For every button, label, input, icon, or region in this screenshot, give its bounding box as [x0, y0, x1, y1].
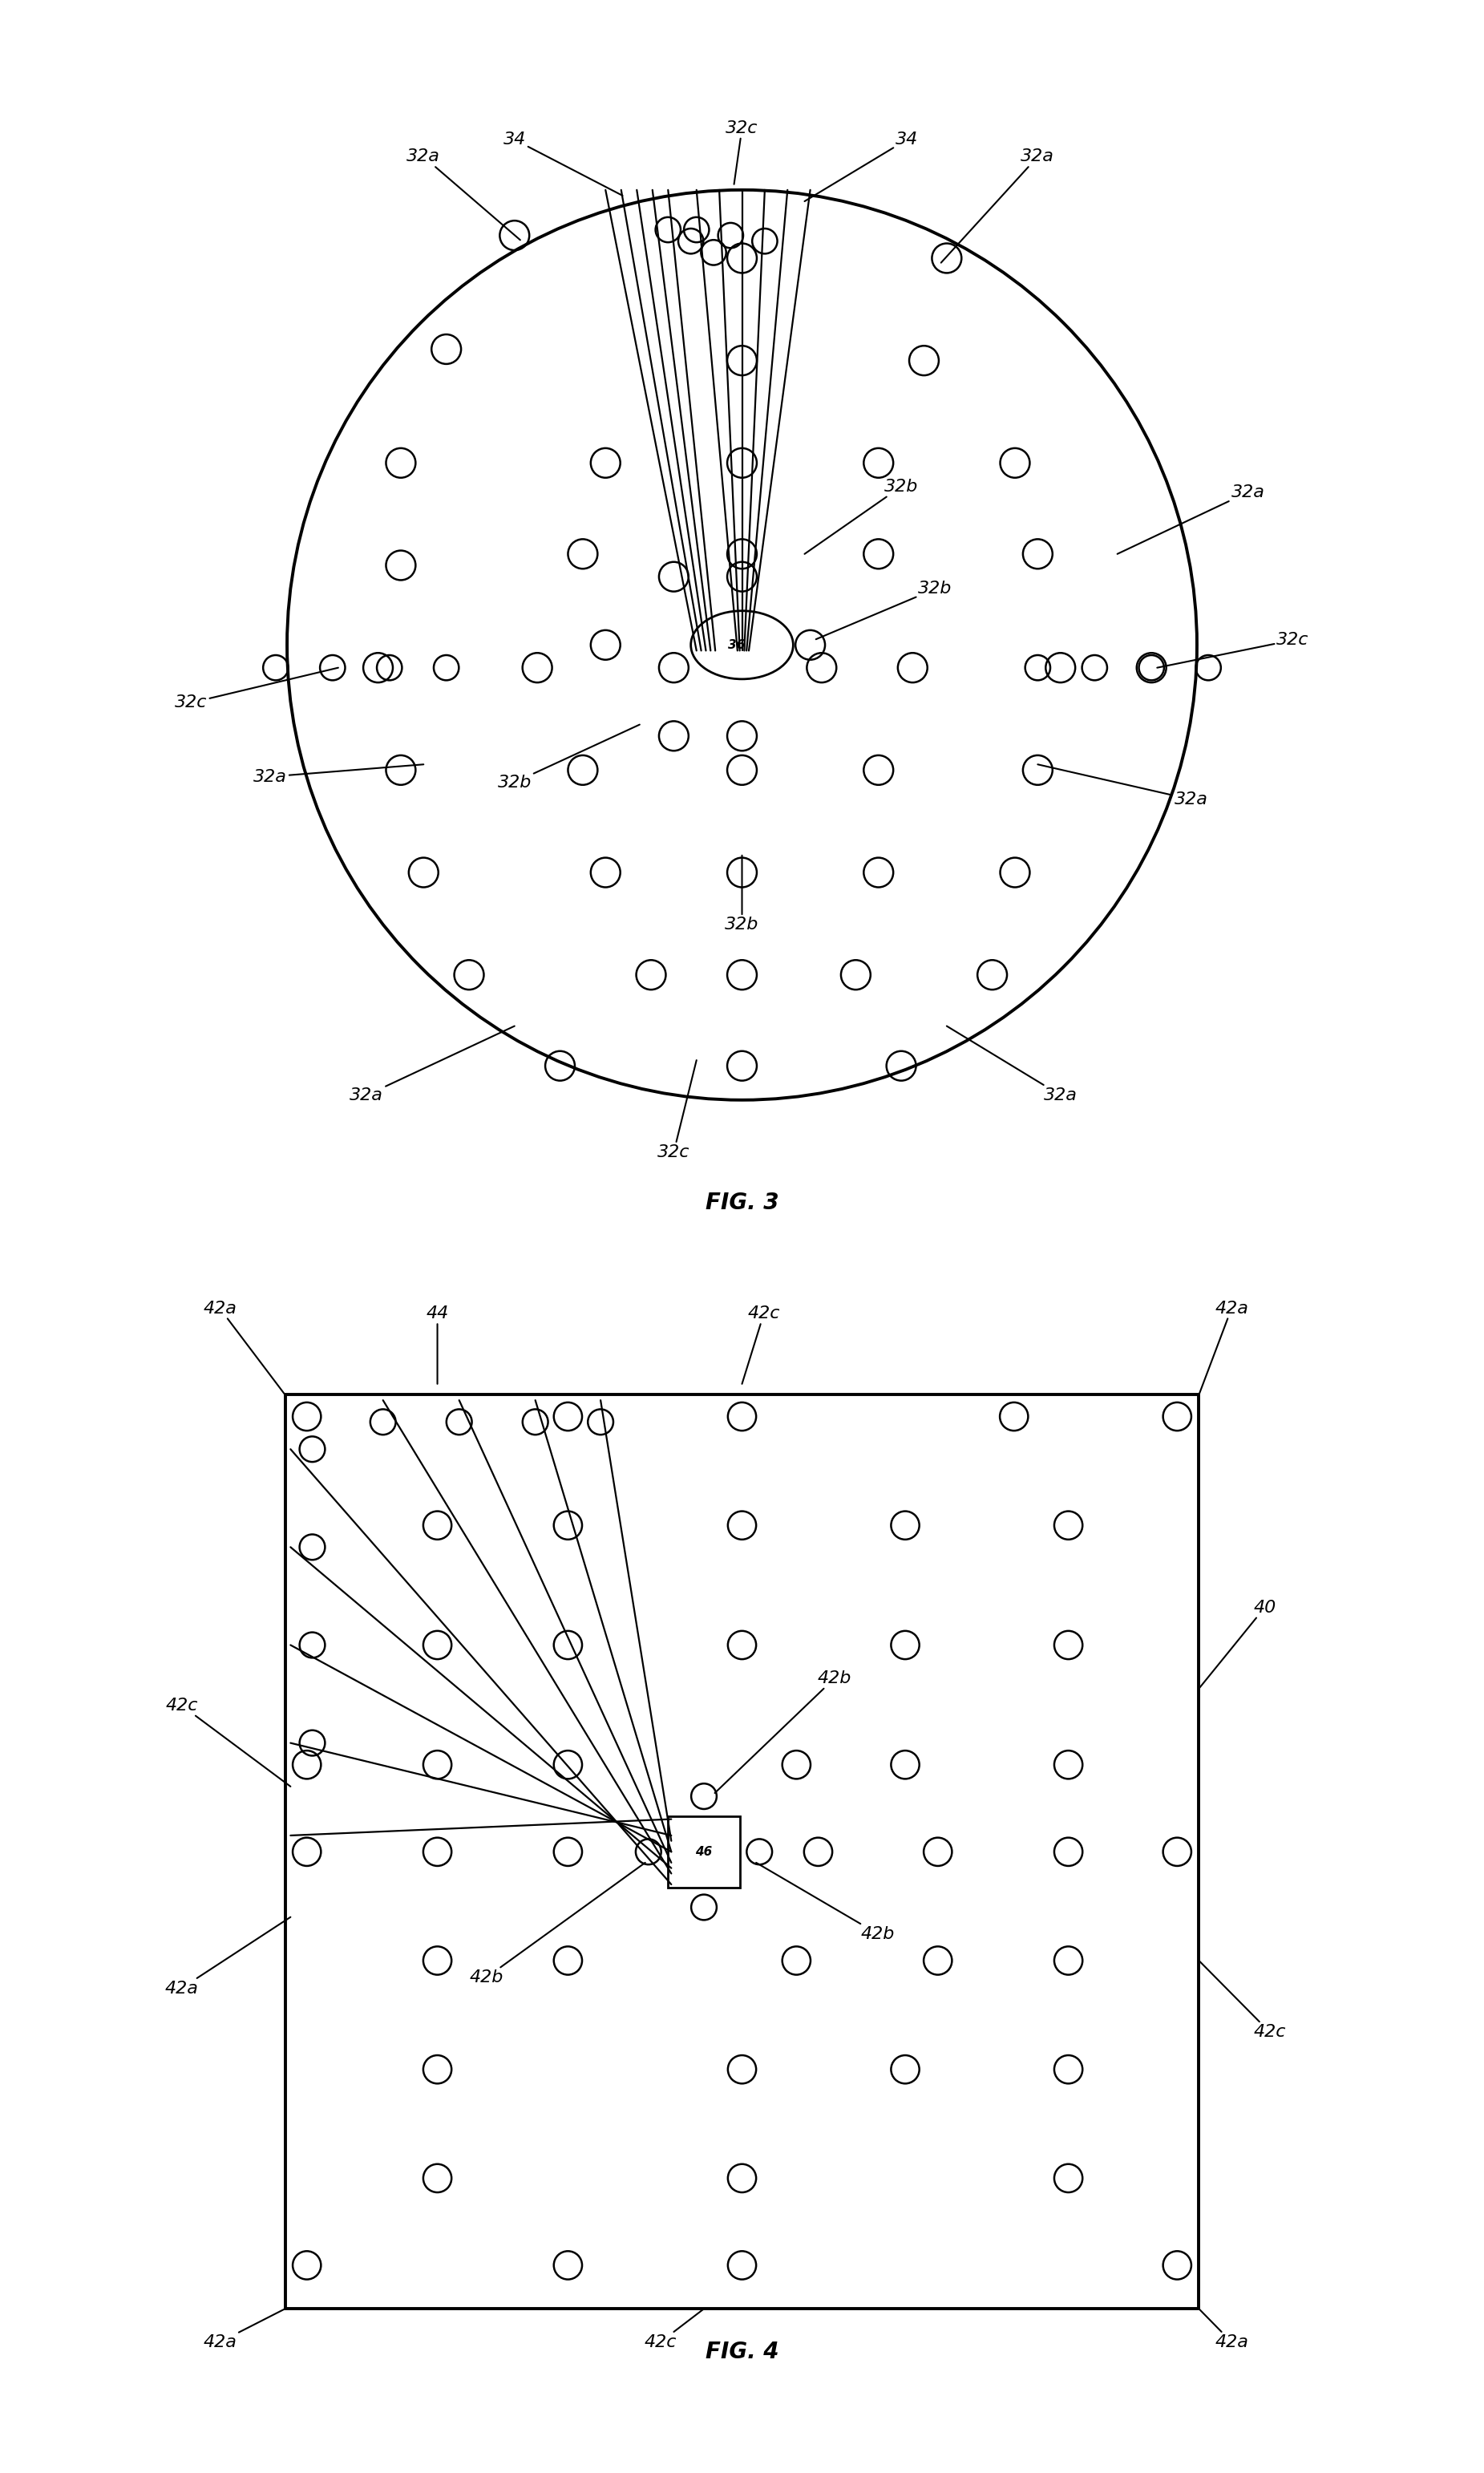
- Text: 42b: 42b: [715, 1669, 852, 1793]
- Text: 36: 36: [727, 638, 745, 650]
- Text: 42c: 42c: [644, 2310, 703, 2349]
- Text: 32a: 32a: [941, 148, 1055, 262]
- Text: 32a: 32a: [350, 1026, 515, 1103]
- Text: 44: 44: [426, 1306, 448, 1385]
- Text: 32a: 32a: [947, 1026, 1077, 1103]
- Bar: [285, 1395, 1199, 2310]
- Text: 32a: 32a: [407, 148, 521, 240]
- Text: 42c: 42c: [166, 1696, 291, 1786]
- Text: 42a: 42a: [1199, 2310, 1248, 2349]
- Text: 42b: 42b: [469, 1862, 646, 1986]
- Text: 32a: 32a: [1117, 485, 1264, 554]
- Text: 42b: 42b: [757, 1862, 895, 1941]
- Text: 32c: 32c: [657, 1061, 696, 1160]
- Text: 32c: 32c: [1158, 633, 1309, 668]
- Text: 42a: 42a: [165, 1917, 291, 1996]
- Text: 32b: 32b: [497, 725, 640, 791]
- Text: 42c: 42c: [1199, 1961, 1285, 2040]
- Text: 32b: 32b: [816, 581, 953, 641]
- Text: 32a: 32a: [1037, 764, 1208, 806]
- Text: FIG. 4: FIG. 4: [705, 2342, 779, 2364]
- Text: 40: 40: [1199, 1600, 1276, 1689]
- Text: FIG. 3: FIG. 3: [705, 1192, 779, 1214]
- Text: 42a: 42a: [203, 1301, 285, 1395]
- Text: 32a: 32a: [254, 764, 423, 784]
- Text: 46: 46: [696, 1845, 712, 1857]
- Text: 32b: 32b: [726, 856, 758, 932]
- Text: 42a: 42a: [1199, 1301, 1248, 1395]
- Text: 34: 34: [503, 131, 623, 195]
- Text: 42a: 42a: [203, 2310, 285, 2349]
- Text: 32c: 32c: [726, 121, 758, 185]
- Text: 34: 34: [804, 131, 919, 200]
- Text: 42c: 42c: [742, 1306, 781, 1385]
- Text: 32c: 32c: [175, 668, 338, 710]
- Text: 32b: 32b: [804, 480, 919, 554]
- FancyBboxPatch shape: [668, 1815, 741, 1887]
